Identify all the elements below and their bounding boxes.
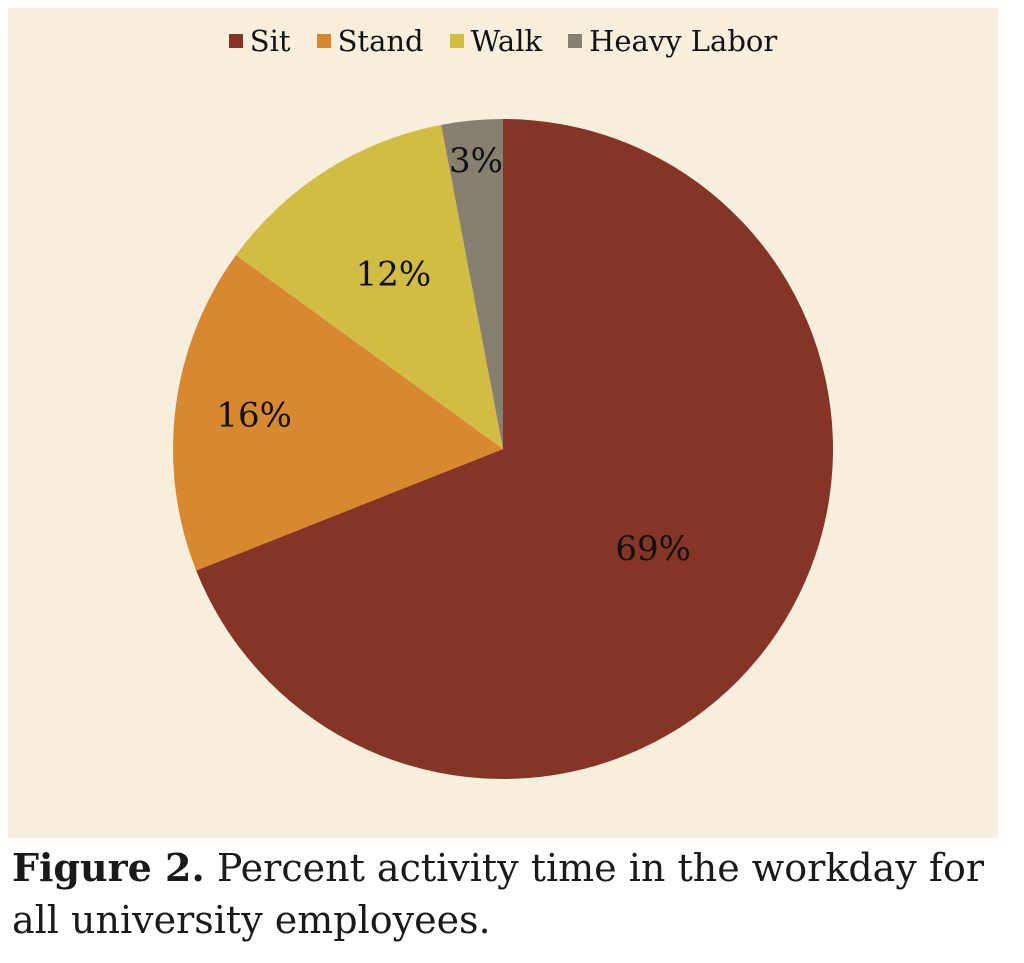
pie-slice-sit [196,119,834,779]
legend-entry-sit: Sit [228,24,291,58]
legend-swatch-stand [316,34,331,48]
pie-slice-stand [173,255,503,571]
legend-label-heavy-labor: Heavy Labor [589,24,778,58]
pie-chart: 69% 16% 12% 3% [173,119,834,779]
legend-entry-walk: Walk [449,24,543,58]
legend-swatch-heavy-labor [568,34,583,48]
chart-panel: 69% 16% 12% 3% Sit Stand Walk Heavy Labor [8,8,998,838]
caption-text: Percent activity time in the workday for… [12,846,984,942]
legend-label-walk: Walk [470,24,543,58]
pie-slice-walk [236,124,503,449]
data-label-stand: 16% [216,396,292,436]
figure-caption: Figure 2. Percent activity time in the w… [12,842,1002,946]
data-label-sit: 69% [615,529,691,569]
legend-label-stand: Stand [337,24,424,58]
legend-entry-heavy-labor: Heavy Labor [568,24,777,58]
data-label-heavy-labor: 3% [449,141,503,181]
legend-label-sit: Sit [249,24,291,58]
legend-swatch-sit [228,34,243,48]
caption-label: Figure 2. [12,845,205,890]
legend-entry-stand: Stand [316,24,424,58]
legend: Sit Stand Walk Heavy Labor [8,24,998,58]
pie-slice-heavy-labor [441,119,503,449]
legend-swatch-walk [449,34,464,48]
data-label-walk: 12% [356,254,432,294]
